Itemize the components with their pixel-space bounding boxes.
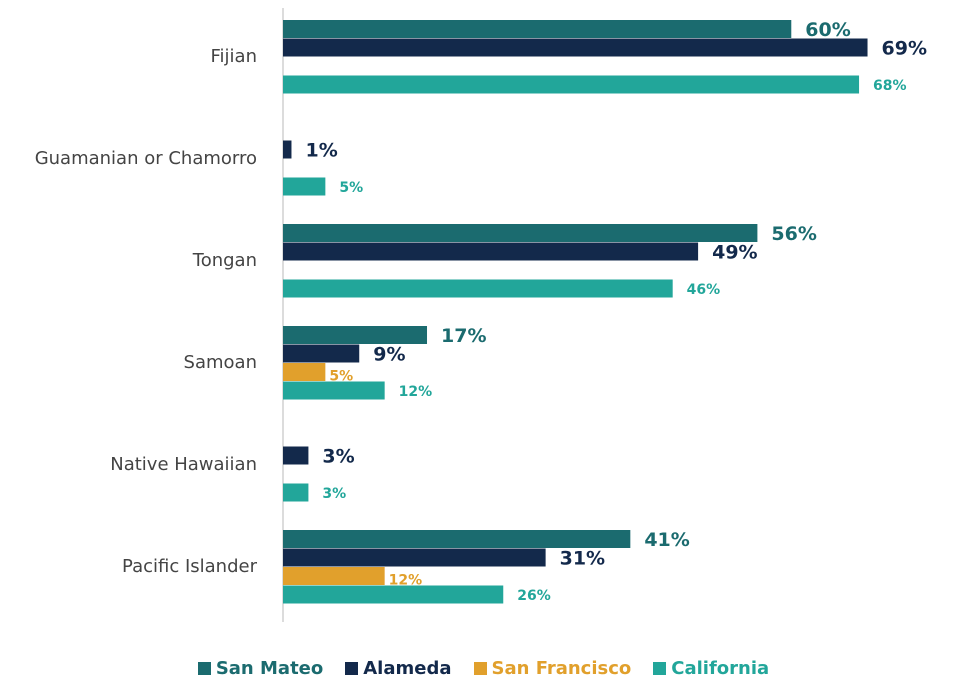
value-label: 49% xyxy=(712,241,757,263)
value-label: 5% xyxy=(339,180,363,196)
bar xyxy=(283,75,860,94)
bar xyxy=(283,177,326,196)
legend-swatch xyxy=(473,662,487,675)
bar xyxy=(283,585,504,604)
chart: Fijian 60% 69% 68% Guamanian or Chamorro 1% 5%… xyxy=(35,8,927,622)
legend-swatch xyxy=(653,662,667,675)
bar xyxy=(283,548,546,567)
value-label: 46% xyxy=(687,282,721,298)
value-label: 26% xyxy=(517,588,551,604)
value-label: 68% xyxy=(873,78,907,94)
bar xyxy=(283,140,292,159)
legend-label: San Francisco xyxy=(491,658,632,679)
bar xyxy=(283,483,309,502)
legend-item: California xyxy=(653,658,769,679)
value-label: 9% xyxy=(373,343,405,365)
bar xyxy=(283,567,385,585)
legend-label: San Mateo xyxy=(215,658,324,679)
category-label: Tongan xyxy=(192,250,257,271)
legend-label: Alameda xyxy=(363,658,452,679)
bar xyxy=(283,279,673,298)
bar xyxy=(283,381,385,400)
category-label: Samoan xyxy=(184,352,257,373)
value-label: 3% xyxy=(322,445,354,467)
category-label: Guamanian or Chamorro xyxy=(35,148,257,169)
bar xyxy=(283,344,360,363)
legend-item: San Mateo xyxy=(197,658,324,679)
bar xyxy=(283,242,699,261)
bar xyxy=(283,20,792,38)
legend-item: San Francisco xyxy=(473,658,632,679)
value-label: 12% xyxy=(399,384,433,400)
category-label: Fijian xyxy=(211,46,258,67)
value-label: 5% xyxy=(329,368,353,384)
bar xyxy=(283,363,326,381)
value-label: 69% xyxy=(882,37,927,59)
bar xyxy=(283,224,758,242)
value-label: 3% xyxy=(322,486,346,502)
legend-item: Alameda xyxy=(345,658,452,679)
value-label: 56% xyxy=(771,223,816,245)
category-label: Pacific Islander xyxy=(122,556,258,577)
value-label: 12% xyxy=(389,572,423,588)
value-label: 17% xyxy=(441,325,486,347)
value-label: 60% xyxy=(805,19,850,41)
value-label: 1% xyxy=(305,139,337,161)
legend-swatch xyxy=(345,662,359,675)
bar xyxy=(283,38,868,57)
bar xyxy=(283,326,428,344)
legend-swatch xyxy=(197,662,211,675)
bar xyxy=(283,530,631,548)
category-label: Native Hawaiian xyxy=(110,454,257,475)
bar xyxy=(283,446,309,465)
legend-label: California xyxy=(671,658,770,679)
value-label: 41% xyxy=(644,529,689,551)
value-label: 31% xyxy=(560,547,605,569)
legend: San Mateo Alameda San Francisco California xyxy=(0,658,967,679)
